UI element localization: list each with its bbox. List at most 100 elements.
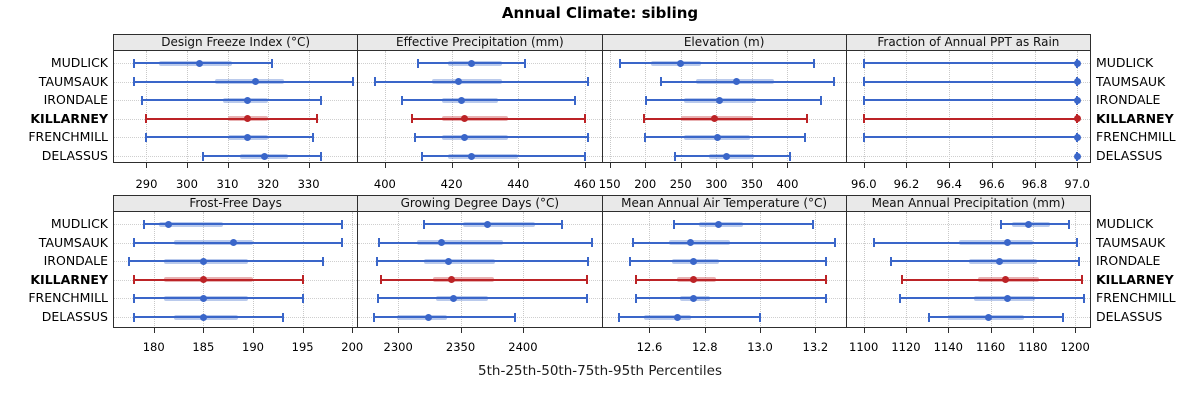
median-dot [1073, 133, 1081, 141]
whisker-line [674, 223, 813, 225]
x-tick-label: 320 [257, 177, 280, 191]
whisker-cap-right [825, 293, 828, 303]
whisker-line [863, 117, 1078, 120]
whisker-line [379, 241, 592, 244]
whisker-cap-left [631, 238, 634, 248]
x-tick-label: 96.0 [851, 177, 877, 191]
median-dot [424, 313, 432, 321]
whisker-line [142, 99, 321, 102]
whisker-cap-left [400, 95, 403, 105]
whisker-line [863, 136, 1078, 139]
median-dot [461, 115, 469, 123]
median-dot [690, 276, 698, 284]
x-tick [522, 328, 524, 333]
x-tick-label: 190 [242, 340, 264, 354]
site-label-left: DELASSUS [41, 148, 108, 163]
site-label-left: FRENCHMILL [28, 290, 108, 306]
x-tick-label: 12.6 [636, 340, 663, 354]
x-gridline [308, 51, 310, 161]
whisker-cap-left [413, 132, 416, 142]
whisker-line [620, 62, 814, 64]
whisker-line [146, 136, 313, 139]
x-tick [1077, 163, 1079, 168]
x-gridline [186, 51, 188, 161]
x-tick [203, 328, 205, 333]
whisker-line [635, 297, 827, 300]
whisker-cap-right [1078, 256, 1081, 266]
x-tick-label: 96.2 [893, 177, 920, 191]
site-label-right: KILLARNEY [1096, 271, 1174, 287]
median-dot [1073, 59, 1081, 67]
x-tick [949, 163, 951, 168]
x-gridline [863, 212, 865, 326]
whisker-cap-right [319, 95, 322, 105]
x-tick [227, 163, 229, 168]
median-dot [484, 220, 492, 228]
median-dot [199, 313, 207, 321]
median-dot [195, 59, 203, 67]
whisker-cap-left [133, 58, 136, 68]
whisker-line [414, 136, 589, 139]
x-tick-label: 1100 [849, 340, 879, 354]
whisker-cap-right [1061, 312, 1064, 322]
panel-plot-area [601, 51, 847, 163]
whisker-cap-right [585, 293, 588, 303]
median-dot [690, 294, 698, 302]
x-tick-label: 400 [776, 177, 799, 191]
x-tick-label: 460 [573, 177, 596, 191]
whisker-cap-left [145, 132, 148, 142]
x-gridline [584, 51, 586, 161]
whisker-line [374, 316, 516, 318]
x-gridline [352, 212, 354, 326]
whisker-cap-right [1080, 275, 1083, 285]
whisker-cap-right [271, 58, 274, 68]
whisker-line [899, 297, 1084, 300]
whisker-cap-right [759, 312, 762, 322]
site-label-right: IRONDALE [1096, 92, 1161, 108]
whisker-cap-left [618, 312, 621, 322]
x-tick-label: 310 [216, 177, 239, 191]
panel-header: Fraction of Annual PPT as Rain [845, 34, 1091, 51]
x-tick [302, 328, 304, 333]
x-gridline [398, 212, 400, 326]
whisker-cap-right [812, 58, 815, 68]
median-dot [461, 133, 469, 141]
x-tick-label: 1160 [975, 340, 1006, 354]
whisker-cap-right [585, 275, 588, 285]
x-gridline [948, 212, 950, 326]
x-tick [863, 328, 865, 333]
x-tick [253, 328, 254, 333]
x-tick [384, 163, 386, 168]
whisker-cap-right [804, 132, 807, 142]
whisker-line [424, 223, 562, 225]
whisker-cap-right [825, 275, 828, 285]
median-dot [1073, 78, 1081, 86]
x-tick [268, 163, 270, 168]
whisker-cap-right [1067, 219, 1070, 229]
x-tick-label: 290 [135, 177, 158, 191]
x-gridline [1077, 51, 1079, 161]
panel-header: Mean Annual Precipitation (mm) [845, 195, 1091, 212]
x-gridline [227, 51, 229, 161]
whisker-line [675, 155, 791, 157]
whisker-line [128, 260, 323, 263]
whisker-cap-left [127, 256, 130, 266]
site-label-left: IRONDALE [43, 92, 108, 108]
panel-plot-area [845, 51, 1091, 163]
whisker-cap-right [819, 95, 822, 105]
x-gridline [863, 51, 865, 161]
whisker-cap-left [642, 114, 645, 124]
x-tick [645, 163, 647, 168]
whisker-cap-right [586, 256, 589, 266]
x-gridline [645, 51, 647, 161]
median-dot [449, 294, 457, 302]
whisker-line [863, 80, 1078, 83]
whisker-cap-right [301, 293, 304, 303]
site-label-right: FRENCHMILL [1096, 129, 1176, 145]
site-label-right: TAUMSAUK [1096, 73, 1166, 89]
x-tick [815, 328, 817, 333]
whisker-line [643, 117, 807, 120]
whisker-cap-left [644, 95, 647, 105]
whisker-line [133, 241, 343, 244]
whisker-line [863, 62, 1078, 64]
